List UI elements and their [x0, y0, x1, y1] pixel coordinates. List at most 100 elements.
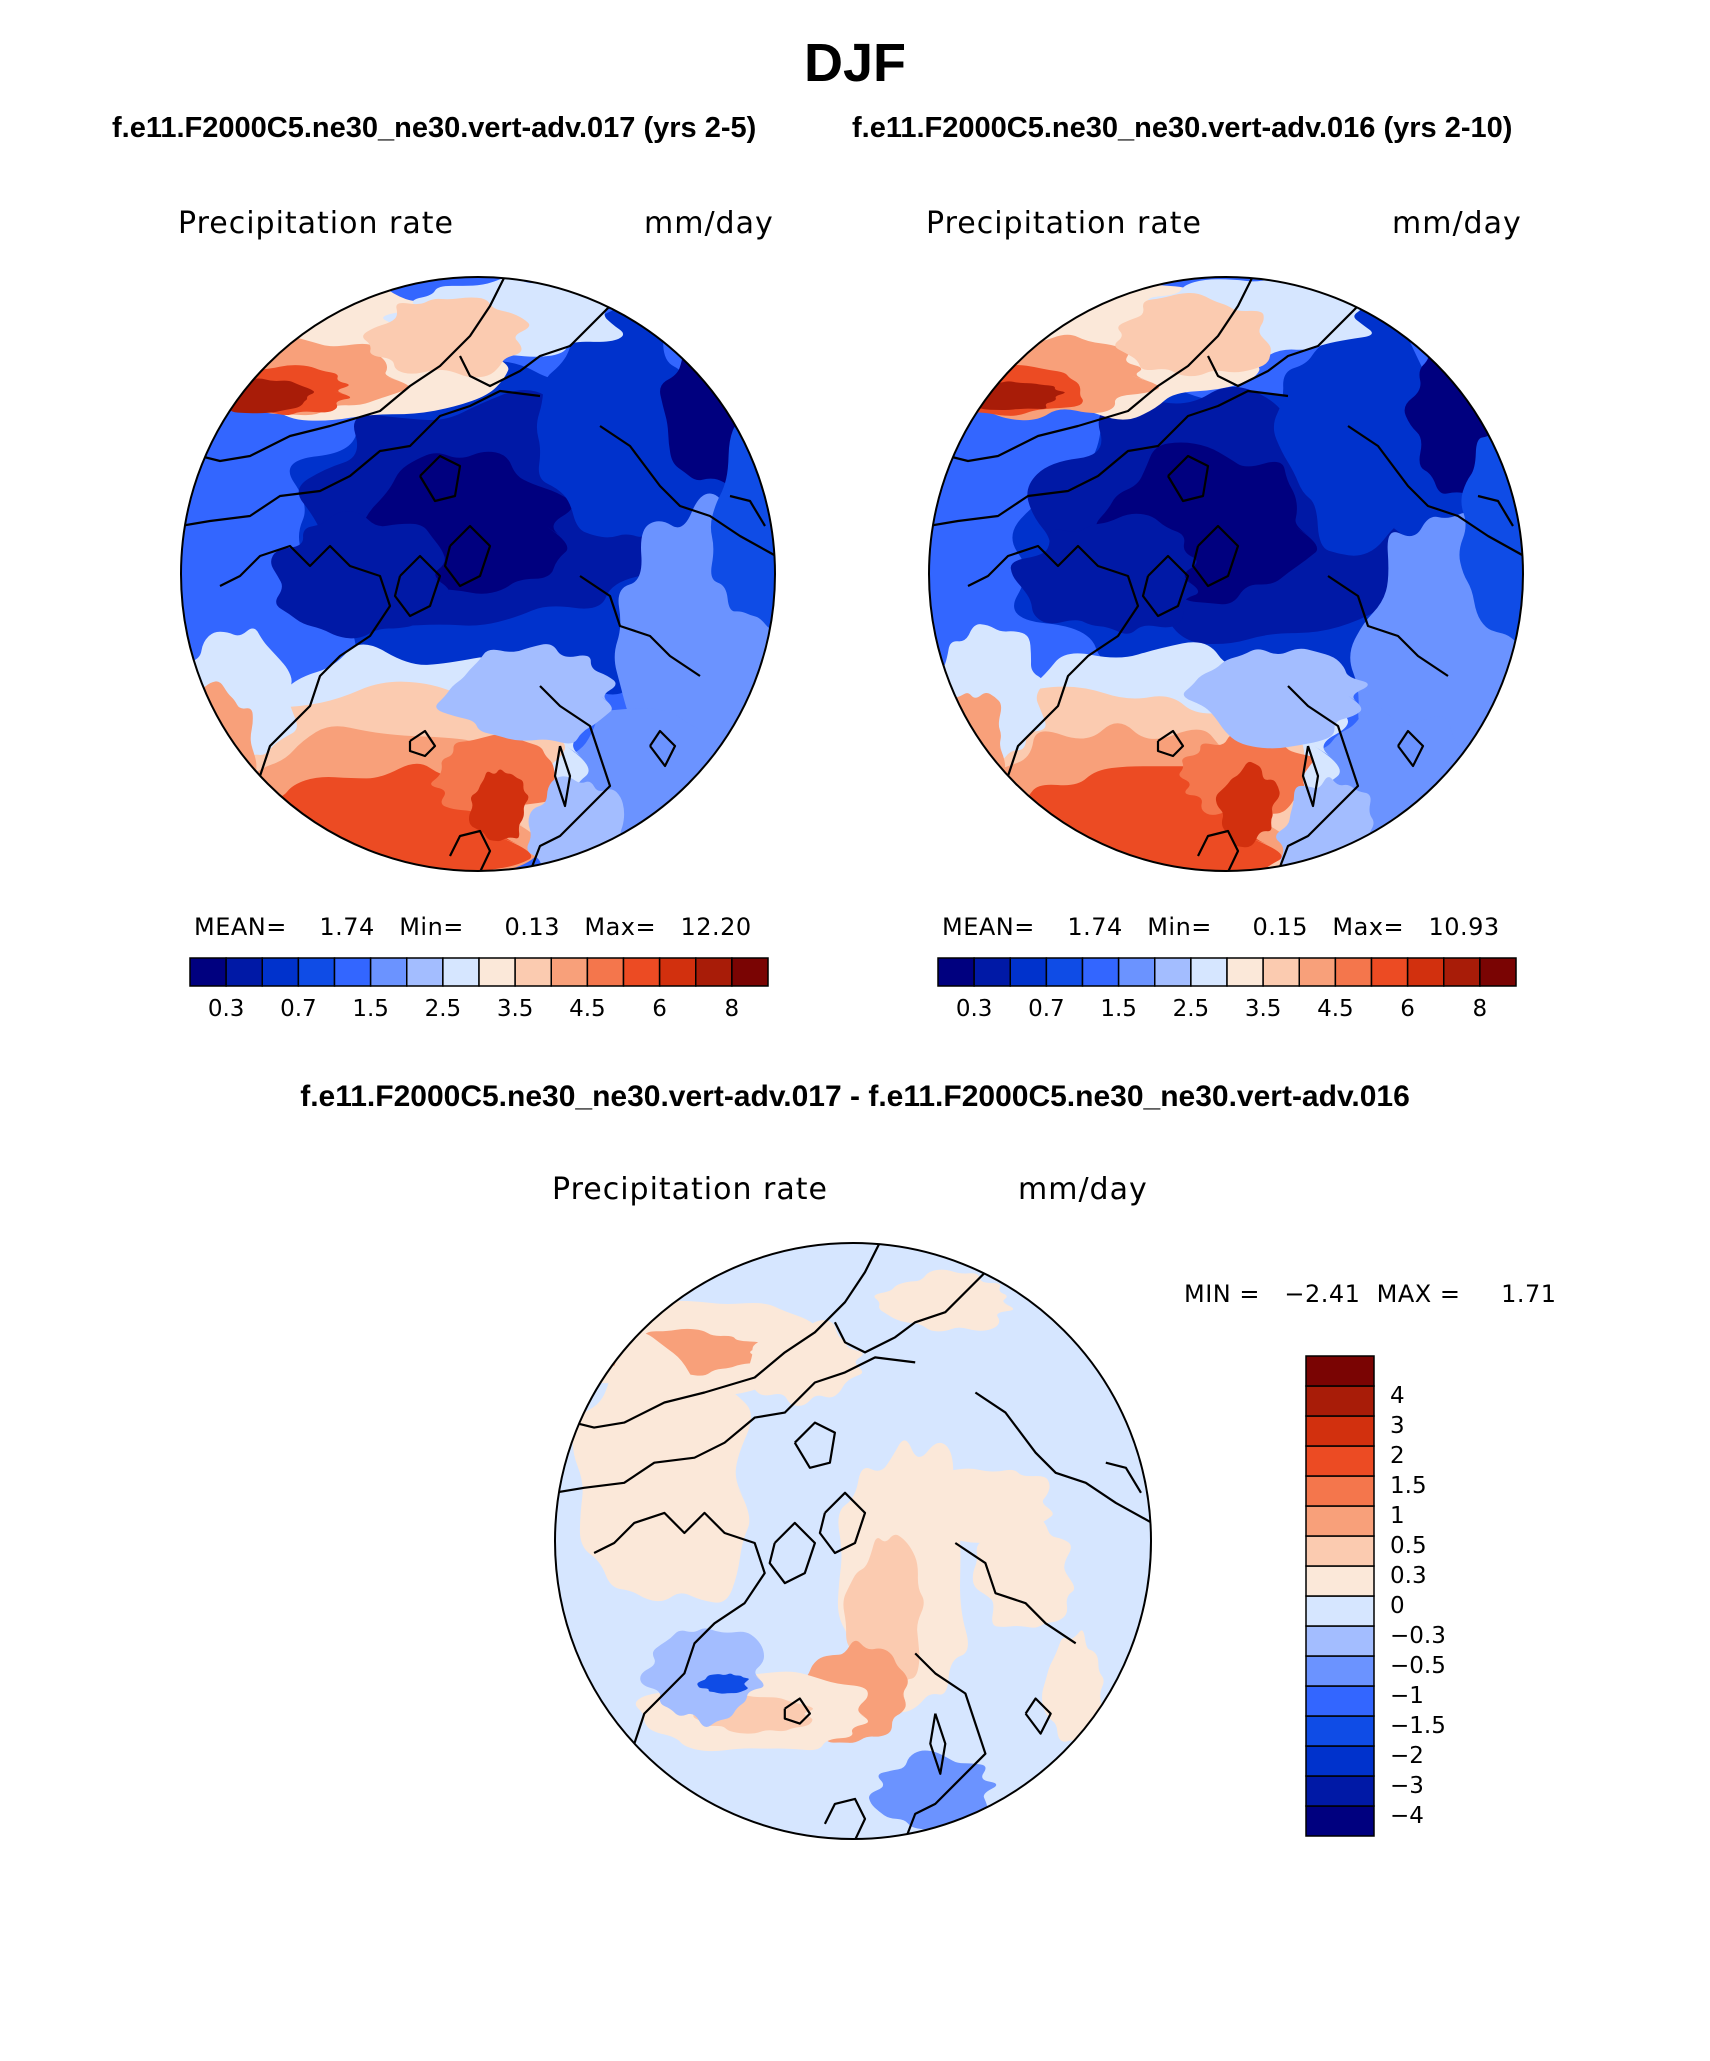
colorbar-swatch — [225, 957, 264, 987]
colorbar-swatch — [1305, 1355, 1375, 1387]
colorbar-tick-label: 0 — [1390, 1593, 1405, 1619]
colorbar-swatch — [406, 957, 444, 987]
coastline — [967, 544, 1140, 797]
coastline — [974, 1391, 1151, 1524]
colorbar-tick-label: 4.5 — [1317, 996, 1354, 1022]
colorbar-swatch — [1154, 957, 1192, 987]
colorbar-tick-label: 2.5 — [424, 996, 462, 1022]
colorbar-swatch — [1305, 1625, 1375, 1657]
coastline — [219, 544, 392, 797]
coastline — [793, 1421, 836, 1469]
colorbar-swatch — [1305, 1775, 1375, 1807]
colorbar-swatch — [1305, 1385, 1375, 1417]
colorbar-swatch — [189, 957, 227, 987]
panel-c-variable-label: Precipitation rate — [552, 1172, 828, 1207]
coastline — [1347, 425, 1523, 557]
coastline — [904, 1652, 987, 1839]
colorbar-tick-label: 3 — [1390, 1413, 1405, 1439]
panel-a-polar-map — [180, 276, 776, 872]
colorbar-swatch — [1045, 957, 1084, 987]
colorbar-tick-label: 4.5 — [569, 996, 606, 1022]
colorbar-tick-label: 8 — [724, 996, 740, 1022]
panel-c-stats: MIN = −2.41 MAX = 1.71 — [1184, 1280, 1557, 1308]
coastline — [1397, 729, 1425, 768]
colorbar-tick-label: 1.5 — [1100, 996, 1137, 1022]
colorbar-tick-label: 2 — [1390, 1443, 1405, 1469]
coastline — [1191, 524, 1240, 588]
precip-contour-region — [1010, 513, 1199, 634]
map-boundary — [180, 276, 776, 872]
colorbar-tick-label: −1 — [1390, 1683, 1424, 1709]
coastline — [954, 1542, 1077, 1645]
precip-contour-region — [710, 425, 775, 630]
colorbar-swatch — [1226, 957, 1264, 987]
coastline — [181, 277, 506, 463]
precip-contour-region — [748, 1320, 863, 1406]
colorbar-swatch — [1334, 957, 1373, 987]
coastline — [449, 829, 492, 871]
precip-contour-region — [1042, 1630, 1104, 1750]
precip-contour-region — [929, 693, 1006, 803]
colorbar-tick-label: 1.5 — [1390, 1473, 1427, 1499]
colorbar-swatch — [1443, 957, 1481, 987]
colorbar-swatch — [1305, 1445, 1375, 1477]
colorbar-tick-label: −0.5 — [1390, 1653, 1446, 1679]
colorbar-swatch — [1305, 1685, 1375, 1717]
colorbar-swatch — [1305, 1505, 1375, 1537]
colorbar-swatch — [333, 957, 372, 987]
case-a-title: f.e11.F2000C5.ne30_ne30.vert-adv.017 (yr… — [112, 112, 757, 144]
colorbar-tick-label: −1.5 — [1390, 1713, 1446, 1739]
colorbar-swatch — [1305, 1655, 1375, 1687]
panel-a-variable-label: Precipitation rate — [178, 206, 454, 241]
colorbar-swatch — [695, 957, 733, 987]
precip-contour-region — [972, 1511, 1075, 1628]
coastline — [419, 454, 462, 503]
coastline — [929, 389, 1289, 528]
coastline — [1156, 729, 1185, 758]
colorbar-swatch — [1305, 1565, 1375, 1597]
colorbar-swatch — [731, 957, 769, 987]
colorbar-tick-label: 0.3 — [955, 996, 993, 1022]
colorbar-swatch — [1305, 1475, 1375, 1507]
colorbar-swatch — [1298, 957, 1337, 987]
colorbar-swatch — [514, 957, 553, 987]
colorbar-swatch — [622, 957, 661, 987]
map-boundary — [928, 276, 1524, 872]
colorbar-tick-label: 8 — [1472, 996, 1488, 1022]
precip-contour-region — [468, 769, 529, 842]
case-b-title: f.e11.F2000C5.ne30_ne30.vert-adv.016 (yr… — [852, 112, 1513, 144]
colorbar-swatch — [1305, 1715, 1375, 1747]
coastline — [1301, 745, 1320, 808]
coastline — [768, 1521, 816, 1585]
panel-b-stats: MEAN= 1.74 Min= 0.15 Max= 10.93 — [942, 913, 1500, 941]
coastline — [579, 575, 701, 677]
panel-a-colorbar — [189, 957, 769, 987]
colorbar-swatch — [1406, 957, 1445, 987]
colorbar-tick-label: 0.3 — [1390, 1563, 1427, 1589]
figure-title: DJF — [803, 33, 906, 93]
colorbar-swatch — [973, 957, 1012, 987]
precip-contour-region — [572, 1333, 751, 1603]
coastline — [553, 745, 572, 808]
precip-contour-region — [1459, 411, 1523, 642]
colorbar-swatch — [1190, 957, 1228, 987]
coastline — [1276, 685, 1360, 871]
coastline — [1105, 1461, 1142, 1494]
precip-contour-region — [869, 1750, 997, 1832]
coastline — [1197, 829, 1240, 871]
colorbar-tick-label: 0.5 — [1390, 1533, 1427, 1559]
colorbar-tick-label: −4 — [1390, 1803, 1424, 1829]
coastline — [1024, 1697, 1052, 1735]
panel-b-units-label: mm/day — [1392, 206, 1522, 241]
precip-contour-region — [363, 297, 530, 378]
colorbar-swatch — [478, 957, 516, 987]
coastline — [181, 389, 541, 528]
colorbar-tick-label: 4 — [1390, 1383, 1405, 1409]
colorbar-tick-label: 2.5 — [1172, 996, 1210, 1022]
coastline — [729, 494, 766, 527]
panel-b-colorbar — [937, 957, 1517, 987]
coastline — [443, 524, 492, 588]
colorbar-tick-label: −0.3 — [1390, 1623, 1446, 1649]
colorbar-tick-label: 0.7 — [1028, 996, 1065, 1022]
colorbar-tick-label: 3.5 — [496, 996, 534, 1022]
